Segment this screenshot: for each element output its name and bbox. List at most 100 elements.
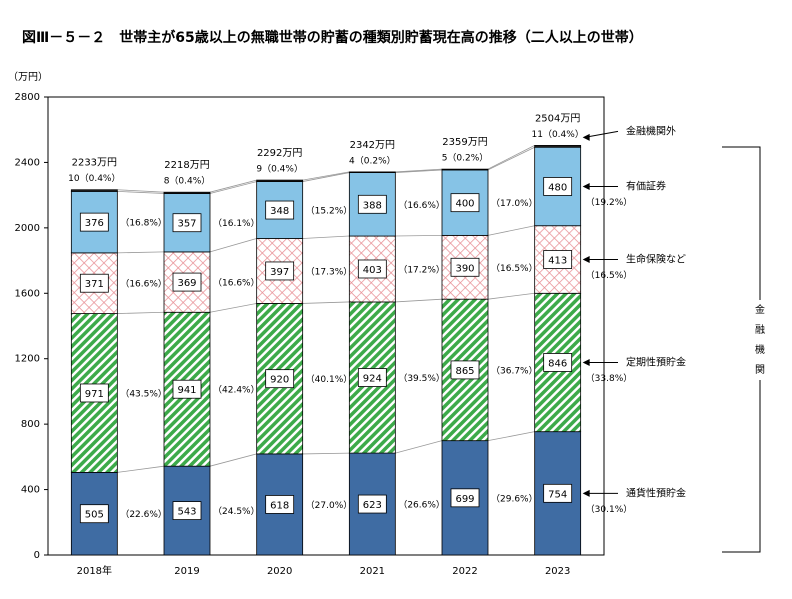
share-label: （17.2%） bbox=[398, 264, 445, 275]
connector bbox=[487, 146, 535, 171]
share-label: （36.7%） bbox=[491, 365, 538, 376]
value-box bbox=[172, 272, 202, 292]
legend-label: 通貨性預貯金 bbox=[626, 486, 686, 499]
share-label: （16.6%） bbox=[398, 200, 445, 211]
connector bbox=[117, 190, 165, 194]
share-label: （27.0%） bbox=[306, 500, 353, 511]
x-tick-label: 2023 bbox=[545, 566, 570, 577]
share-label: （16.6%） bbox=[120, 279, 167, 290]
value-box bbox=[265, 200, 295, 220]
value-label: 9（0.4%） bbox=[256, 164, 303, 175]
legend-label: 金融機関外 bbox=[626, 124, 676, 137]
bar-segment bbox=[534, 225, 582, 294]
value-label: 390 bbox=[455, 263, 474, 274]
value-label: 357 bbox=[177, 219, 196, 230]
value-box bbox=[543, 353, 573, 372]
total-label: 2218万円 bbox=[164, 160, 209, 171]
value-box bbox=[357, 259, 387, 279]
legend-arrowhead bbox=[582, 182, 590, 190]
value-box bbox=[172, 379, 202, 399]
connector bbox=[395, 234, 443, 237]
value-label: 8（0.4%） bbox=[164, 176, 211, 187]
connector bbox=[302, 172, 350, 182]
legend-label: 有価証券 bbox=[626, 179, 666, 192]
connector bbox=[117, 251, 165, 254]
value-label: 371 bbox=[85, 279, 104, 290]
share-label: （22.6%） bbox=[120, 509, 167, 520]
value-box bbox=[543, 250, 573, 269]
share-label: （30.1%） bbox=[586, 504, 633, 515]
total-label: 2342万円 bbox=[350, 140, 395, 151]
value-label: 376 bbox=[85, 218, 104, 229]
legend-arrowhead bbox=[582, 489, 590, 497]
connector bbox=[302, 171, 350, 181]
share-label: （29.6%） bbox=[491, 493, 538, 504]
value-box bbox=[172, 213, 202, 233]
share-label: （15.2%） bbox=[306, 206, 353, 217]
value-label: 388 bbox=[363, 200, 382, 211]
value-label: 413 bbox=[548, 256, 567, 267]
bracket-char: 金 bbox=[755, 303, 765, 316]
share-label: （16.6%） bbox=[213, 278, 260, 289]
connector bbox=[395, 169, 443, 173]
connector bbox=[487, 145, 535, 170]
value-label: 920 bbox=[270, 375, 289, 386]
value-box bbox=[265, 369, 295, 389]
legend-arrowhead bbox=[582, 358, 590, 366]
x-tick-label: 2021 bbox=[360, 566, 385, 577]
value-label: 699 bbox=[455, 494, 474, 505]
value-label: 480 bbox=[548, 182, 567, 193]
connector bbox=[487, 225, 535, 236]
value-box bbox=[79, 504, 109, 524]
value-label: 618 bbox=[270, 500, 289, 511]
value-label: 924 bbox=[363, 374, 382, 385]
bar-segment bbox=[70, 189, 118, 192]
value-label: 348 bbox=[270, 206, 289, 217]
y-tick-label: 1600 bbox=[15, 288, 40, 299]
share-label: （16.5%） bbox=[586, 270, 633, 281]
share-label: （33.8%） bbox=[586, 373, 633, 384]
connector bbox=[487, 431, 535, 442]
value-box bbox=[79, 273, 109, 293]
value-label: 403 bbox=[363, 265, 382, 276]
connector bbox=[395, 440, 443, 454]
total-label: 2359万円 bbox=[442, 137, 487, 148]
bar-segment bbox=[256, 179, 304, 182]
value-label: 846 bbox=[548, 358, 567, 369]
connector bbox=[395, 298, 443, 303]
share-label: （39.5%） bbox=[398, 373, 445, 384]
value-label: 543 bbox=[177, 507, 196, 518]
total-label: 2292万円 bbox=[257, 148, 302, 159]
connector bbox=[209, 303, 257, 313]
total-label: 2504万円 bbox=[535, 113, 580, 124]
share-label: （24.5%） bbox=[213, 506, 260, 517]
x-tick-label: 2019 bbox=[174, 566, 199, 577]
connector bbox=[487, 292, 535, 300]
value-label: 369 bbox=[177, 278, 196, 289]
chart-title: 図Ⅲ－５－２ 世帯主が65歳以上の無職世帯の貯蓄の種類別貯蓄現在高の推移（二人以… bbox=[22, 29, 643, 46]
value-label: 10（0.4%） bbox=[68, 173, 120, 184]
value-label: 5（0.2%） bbox=[442, 153, 489, 164]
bracket-bg bbox=[752, 300, 770, 380]
y-tick-label: 2000 bbox=[15, 223, 40, 234]
connector bbox=[209, 453, 257, 467]
connector bbox=[209, 179, 257, 193]
connector bbox=[395, 168, 443, 173]
bracket-char: 融 bbox=[755, 324, 765, 336]
legend-arrowhead bbox=[582, 256, 590, 264]
y-tick-label: 1200 bbox=[15, 354, 40, 365]
value-label: 865 bbox=[455, 366, 474, 377]
connector bbox=[209, 181, 257, 194]
value-box bbox=[172, 501, 202, 520]
value-box bbox=[543, 177, 573, 196]
x-tick-label: 2018年 bbox=[77, 564, 112, 577]
bracket-label: 金融機関 bbox=[755, 303, 765, 376]
value-box bbox=[357, 194, 387, 214]
legend-arrowhead bbox=[582, 133, 590, 141]
value-label: 505 bbox=[85, 510, 104, 521]
value-box bbox=[79, 383, 109, 403]
connector bbox=[117, 189, 165, 193]
x-tick-label: 2022 bbox=[452, 566, 477, 577]
share-label: （19.2%） bbox=[586, 197, 633, 208]
